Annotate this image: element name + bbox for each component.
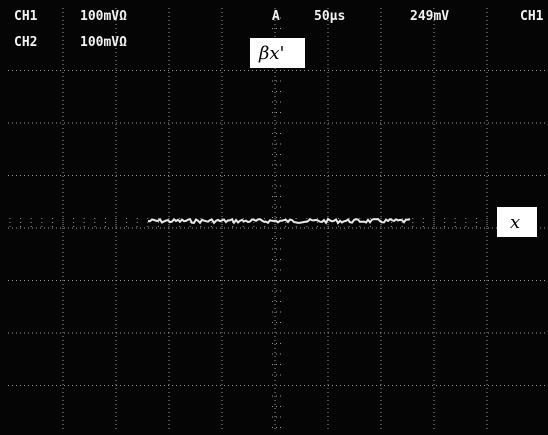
trigger-level: 249mV <box>410 9 449 24</box>
annotation-label: βx' <box>258 43 285 64</box>
oscilloscope-screen: CH1 100mVΩ CH2 100mVΩ A 50μs 249mV CH1 β… <box>0 0 548 435</box>
trigger-source: CH1 <box>520 9 544 24</box>
channel-scale: 100mVΩ <box>80 9 127 24</box>
annotation-label: x <box>510 212 520 233</box>
timebase: 50μs <box>314 9 345 24</box>
trigger-mode: A <box>272 9 280 24</box>
channel-name: CH1 <box>14 9 38 24</box>
channel-name: CH2 <box>14 35 37 50</box>
channel-scale: 100mVΩ <box>80 35 127 50</box>
